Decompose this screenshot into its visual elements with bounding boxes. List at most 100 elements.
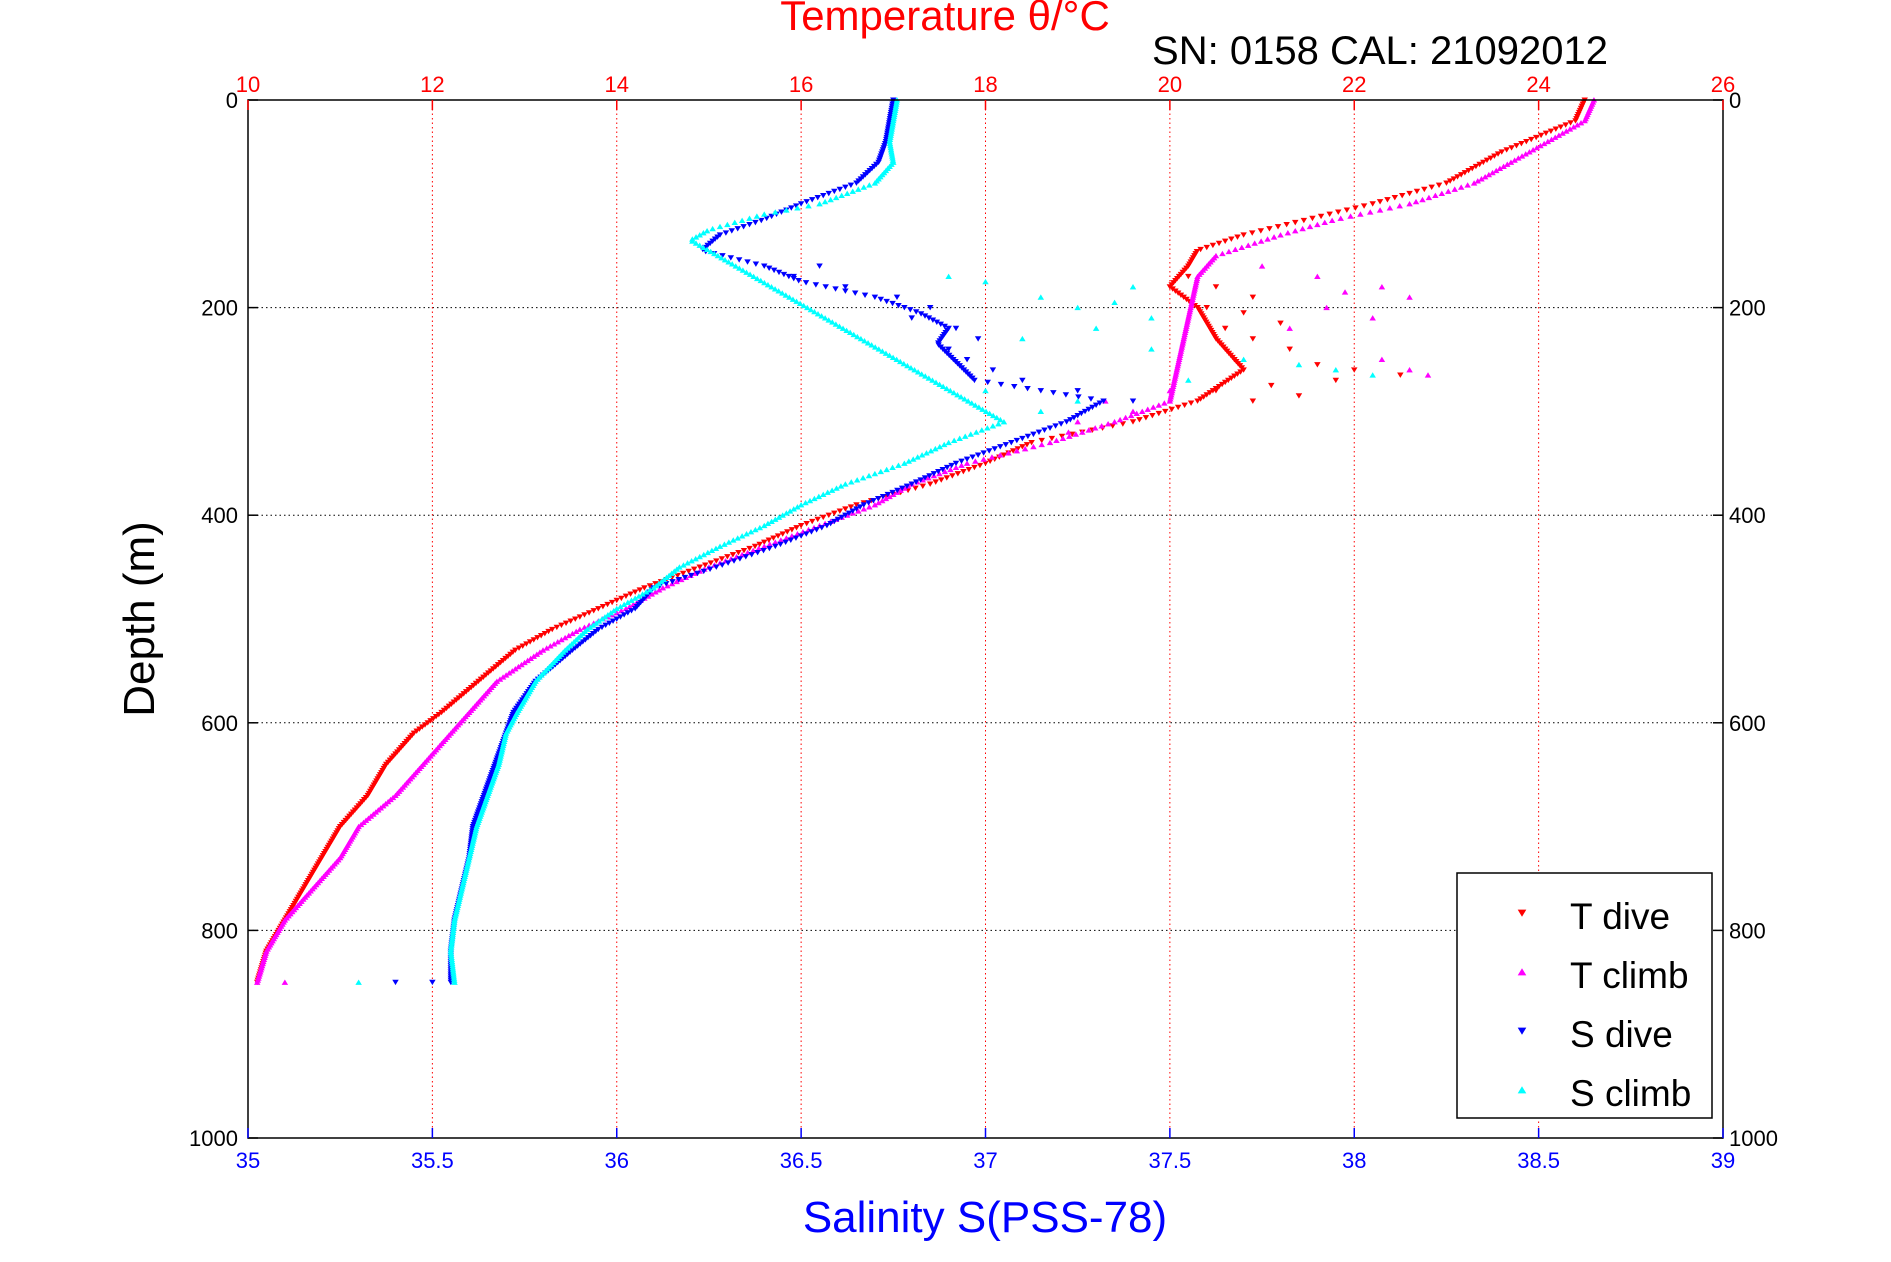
data-point — [957, 394, 965, 400]
data-point — [895, 302, 902, 309]
data-point — [716, 223, 724, 230]
data-point — [567, 618, 574, 624]
data-point — [968, 400, 975, 406]
data-point — [569, 630, 576, 637]
data-point — [1187, 400, 1195, 406]
data-point — [939, 466, 946, 473]
data-point — [985, 448, 993, 454]
data-point — [848, 479, 855, 485]
temperature-tick-label: 12 — [420, 72, 444, 97]
data-point — [971, 464, 978, 471]
data-point — [673, 578, 680, 585]
data-point — [978, 427, 986, 433]
data-point — [1432, 192, 1439, 199]
data-point — [1019, 377, 1026, 384]
data-point — [599, 603, 607, 610]
data-point — [890, 491, 897, 497]
data-point — [496, 676, 504, 682]
data-point — [1249, 230, 1256, 236]
data-point — [721, 257, 729, 263]
data-point — [1142, 415, 1150, 421]
data-point — [779, 290, 786, 296]
data-point — [1314, 273, 1321, 280]
salinity-tick-label: 36.5 — [780, 1148, 823, 1173]
data-point — [663, 574, 670, 581]
data-point — [658, 578, 665, 585]
data-point — [1174, 404, 1182, 411]
data-point — [558, 622, 565, 629]
data-point — [1397, 372, 1404, 378]
data-point — [617, 603, 624, 610]
data-point — [533, 651, 541, 657]
data-point — [879, 493, 887, 500]
data-point — [793, 525, 800, 531]
data-point — [1065, 429, 1072, 435]
legend-label: T dive — [1570, 896, 1670, 937]
data-point — [989, 423, 997, 429]
data-point — [1111, 418, 1118, 425]
data-point — [930, 471, 938, 477]
data-point — [1050, 390, 1057, 396]
data-point — [718, 562, 726, 568]
data-point — [746, 545, 753, 552]
data-point — [1369, 372, 1376, 378]
data-point — [900, 360, 908, 367]
data-point — [1030, 431, 1037, 438]
data-point — [707, 248, 714, 255]
data-point — [1023, 442, 1031, 448]
data-point — [1111, 299, 1118, 305]
data-point — [860, 184, 868, 190]
data-point — [820, 192, 827, 199]
data-point — [926, 481, 934, 487]
data-point — [775, 514, 783, 520]
data-point — [690, 566, 698, 573]
data-point — [815, 493, 823, 500]
data-point — [1518, 153, 1526, 159]
depth-tick-label-left: 200 — [201, 296, 238, 321]
data-point — [766, 545, 773, 552]
data-point — [1063, 419, 1070, 425]
data-point — [989, 367, 997, 373]
data-point — [982, 408, 990, 414]
salinity-tick-label: 38 — [1342, 1148, 1366, 1173]
data-point — [746, 222, 753, 228]
data-point — [1225, 248, 1233, 255]
data-point — [613, 597, 620, 604]
data-point — [783, 510, 790, 516]
data-point — [865, 472, 873, 479]
data-point — [797, 523, 805, 529]
temperature-tick-label: 24 — [1526, 72, 1550, 97]
data-point — [595, 606, 602, 612]
data-point — [808, 529, 815, 535]
data-point — [1000, 418, 1008, 425]
data-point — [724, 554, 731, 560]
data-point — [764, 281, 772, 288]
data-point — [963, 356, 971, 363]
data-point — [997, 416, 1004, 423]
data-point — [875, 346, 883, 352]
data-point — [843, 327, 850, 333]
data-point — [655, 580, 663, 587]
temperature-tick-label: 16 — [789, 72, 813, 97]
salinity-tick-label: 36 — [605, 1148, 629, 1173]
data-point — [756, 541, 763, 548]
data-point — [655, 587, 663, 593]
data-point — [812, 282, 820, 288]
data-point — [585, 610, 593, 616]
data-point — [1378, 284, 1386, 290]
data-point — [760, 547, 767, 554]
data-point — [627, 591, 634, 597]
data-point — [512, 665, 519, 672]
data-point — [746, 271, 754, 277]
data-point — [1037, 294, 1045, 300]
data-point — [1299, 225, 1306, 232]
data-point — [1445, 188, 1452, 194]
data-point — [734, 535, 741, 541]
data-point — [1024, 386, 1031, 392]
data-point — [725, 539, 733, 545]
data-point — [1540, 140, 1548, 147]
data-point — [947, 466, 954, 473]
depth-tick-label-left: 600 — [201, 711, 238, 736]
data-point — [1559, 130, 1566, 136]
data-point — [1194, 398, 1201, 404]
